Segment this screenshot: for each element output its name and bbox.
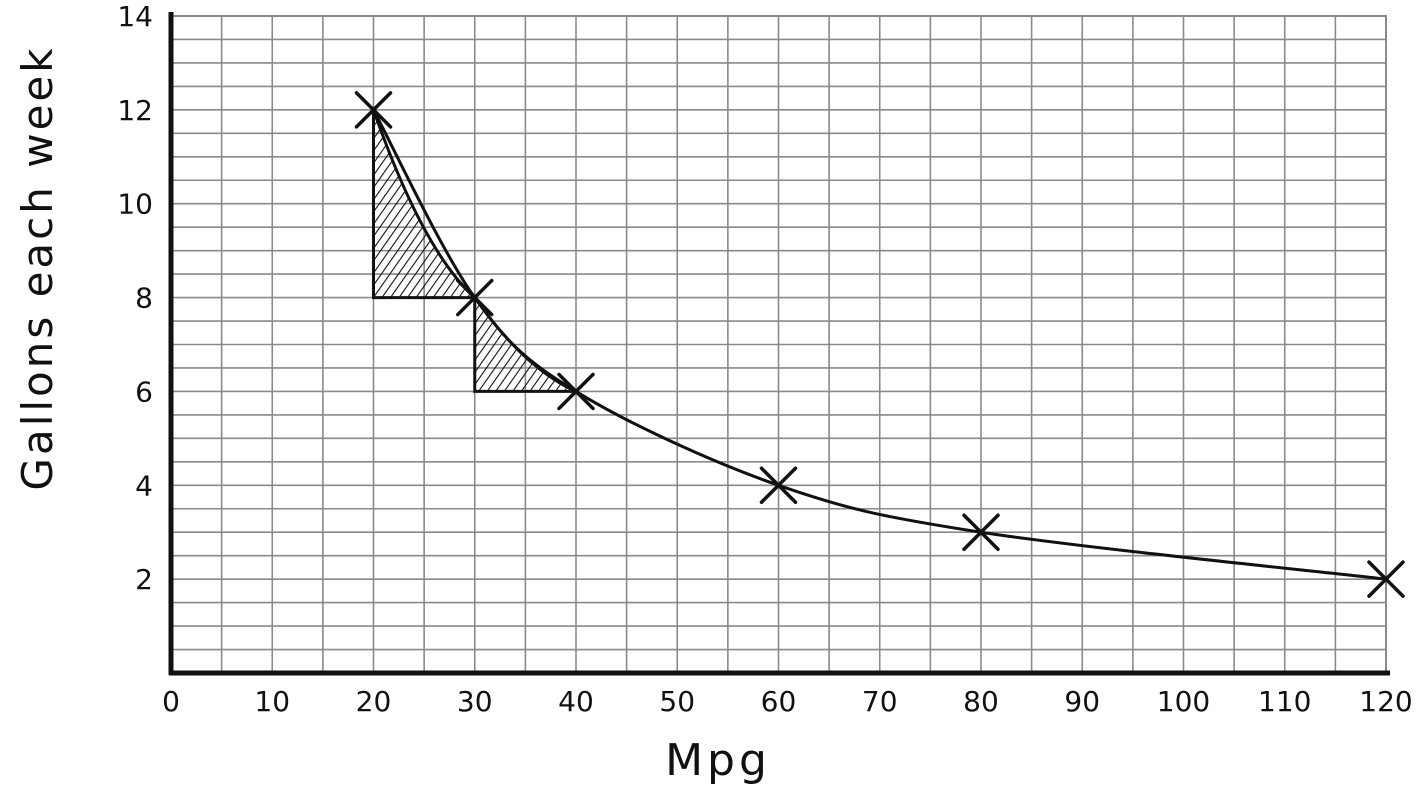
y-tick-label: 8 bbox=[135, 282, 153, 315]
x-tick-label: 90 bbox=[1064, 685, 1100, 718]
data-point-marker bbox=[1367, 560, 1405, 598]
x-tick-label: 30 bbox=[457, 685, 493, 718]
y-tick-label: 4 bbox=[135, 469, 153, 502]
grid bbox=[170, 15, 1387, 674]
data-point-marker bbox=[962, 513, 1000, 551]
marker-stroke bbox=[354, 91, 393, 129]
y-tick-label: 14 bbox=[117, 0, 153, 33]
x-axis-label: Mpg bbox=[665, 735, 771, 786]
data-line bbox=[372, 109, 1387, 581]
marker-stroke bbox=[557, 372, 595, 411]
x-tick-label: 10 bbox=[254, 685, 290, 718]
data-point-marker bbox=[557, 372, 595, 411]
x-tick-label: 40 bbox=[558, 685, 594, 718]
y-tick-label: 10 bbox=[117, 188, 153, 221]
y-tick-label: 2 bbox=[135, 563, 153, 596]
data-point-marker bbox=[456, 278, 494, 317]
x-tick-label: 80 bbox=[963, 685, 999, 718]
x-tick-label: 20 bbox=[356, 685, 392, 718]
x-tick-label: 100 bbox=[1157, 685, 1210, 718]
x-tick-label: 120 bbox=[1359, 685, 1412, 718]
x-tick-label: 110 bbox=[1258, 685, 1311, 718]
marker-stroke bbox=[759, 466, 798, 505]
data-line-group bbox=[372, 109, 1387, 581]
axes bbox=[168, 12, 1390, 676]
y-tick-label: 6 bbox=[135, 375, 153, 408]
x-tick-label: 70 bbox=[862, 685, 898, 718]
marker-stroke bbox=[962, 513, 1000, 551]
y-axis-label: Gallons each week bbox=[13, 45, 62, 490]
data-point-marker bbox=[354, 91, 393, 129]
x-tick-label: 50 bbox=[659, 685, 695, 718]
marker-stroke bbox=[1367, 560, 1405, 598]
x-tick-labels: 0 10 20 30 40 50 60 70 80 90 100 110 120 bbox=[162, 685, 1413, 718]
x-tick-label: 0 bbox=[162, 685, 180, 718]
data-markers bbox=[354, 91, 1405, 598]
x-tick-label: 60 bbox=[761, 685, 797, 718]
y-tick-label: 12 bbox=[117, 94, 153, 127]
y-tick-labels: 2 4 6 8 10 12 14 bbox=[117, 0, 153, 596]
marker-stroke bbox=[456, 278, 494, 317]
data-point-marker bbox=[759, 466, 798, 505]
